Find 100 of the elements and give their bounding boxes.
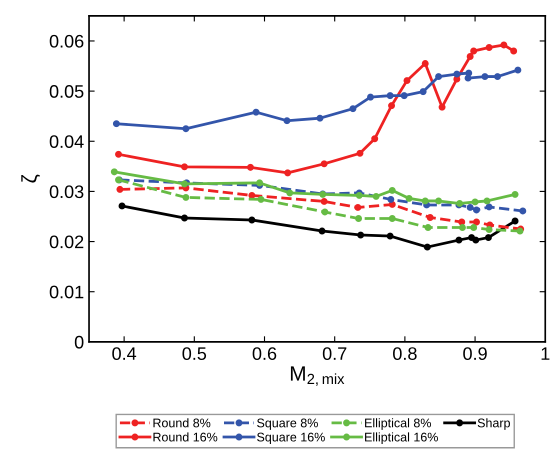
point <box>426 214 434 221</box>
point <box>256 179 264 186</box>
point <box>464 74 472 82</box>
point <box>473 218 480 226</box>
point <box>349 105 356 112</box>
point <box>404 77 410 84</box>
point <box>435 73 442 80</box>
y-tick-label: 0.01 <box>50 286 84 298</box>
point <box>424 244 431 251</box>
point <box>458 224 466 231</box>
point <box>110 168 118 176</box>
point <box>472 236 480 244</box>
point <box>286 189 294 196</box>
y-tick-label: 0.04 <box>50 135 84 148</box>
x-tick-label: 0.6 <box>252 347 276 360</box>
point <box>420 88 427 96</box>
point <box>510 48 518 54</box>
y-tick-label: 0.02 <box>50 235 84 248</box>
y-tick-label: 0.03 <box>50 185 84 198</box>
point <box>284 169 292 176</box>
point <box>516 228 524 235</box>
point <box>115 150 122 158</box>
point <box>472 198 479 206</box>
point <box>512 190 519 198</box>
point <box>248 216 256 224</box>
point <box>354 204 362 211</box>
point <box>481 73 488 80</box>
point <box>435 197 442 204</box>
point <box>466 53 474 60</box>
y-axis-title: ζ <box>21 174 40 183</box>
point <box>355 215 362 222</box>
legend-label: Round 8% <box>153 418 210 428</box>
legend-label: Round 16% <box>153 432 218 442</box>
point <box>372 192 380 200</box>
point <box>494 73 501 80</box>
point <box>453 70 460 78</box>
legend-label: Sharp <box>478 418 510 430</box>
legend-label: Elliptical 8% <box>365 418 431 430</box>
point <box>388 215 396 222</box>
point <box>112 120 120 128</box>
point <box>316 114 324 122</box>
point <box>367 94 374 101</box>
point <box>181 180 188 188</box>
y-tick-label: 0.05 <box>50 85 84 98</box>
point <box>182 194 190 201</box>
y-tick-label: 0 <box>74 336 84 349</box>
point <box>466 204 474 211</box>
x-tick-label: 0.5 <box>182 347 206 360</box>
x-axis-title: M$_{2,mix}$ <box>290 366 344 386</box>
point <box>438 104 446 111</box>
point <box>321 208 328 216</box>
point <box>387 196 394 203</box>
point <box>182 125 190 132</box>
point <box>320 160 328 168</box>
point <box>424 224 432 231</box>
point <box>386 92 394 100</box>
point <box>318 228 326 235</box>
point <box>470 48 478 54</box>
point <box>473 206 480 214</box>
point <box>181 163 188 170</box>
point <box>386 232 394 240</box>
point <box>484 197 490 204</box>
point <box>512 218 519 224</box>
point <box>486 226 493 233</box>
legend-label: Square 16% <box>257 432 325 444</box>
point <box>458 218 466 226</box>
point <box>283 117 290 124</box>
point <box>500 42 508 48</box>
point <box>118 202 126 210</box>
point <box>455 236 462 244</box>
x-tick-label: 1 <box>542 347 550 360</box>
point <box>246 164 254 171</box>
y-tick-label: 0.06 <box>50 34 84 48</box>
point <box>357 232 364 239</box>
x-tick-label: 0.4 <box>112 347 136 360</box>
point <box>400 92 408 100</box>
legend-label: Elliptical 16% <box>365 432 438 444</box>
point <box>252 108 260 116</box>
point <box>470 224 478 231</box>
point <box>371 135 378 142</box>
point <box>484 234 492 242</box>
point <box>406 194 413 202</box>
point <box>486 203 493 210</box>
x-tick-label: 0.8 <box>393 347 417 360</box>
point <box>258 196 264 203</box>
legend-label: Square 8% <box>257 418 318 430</box>
point <box>181 214 188 222</box>
point <box>486 44 493 51</box>
point <box>356 192 363 199</box>
point <box>514 66 522 74</box>
point <box>116 186 124 193</box>
point <box>422 197 429 204</box>
point <box>248 192 256 199</box>
point <box>388 186 396 194</box>
point <box>422 60 429 68</box>
point <box>320 198 328 205</box>
x-tick-label: 0.9 <box>463 347 487 360</box>
point <box>356 150 364 157</box>
point <box>519 208 526 214</box>
point <box>388 102 396 110</box>
